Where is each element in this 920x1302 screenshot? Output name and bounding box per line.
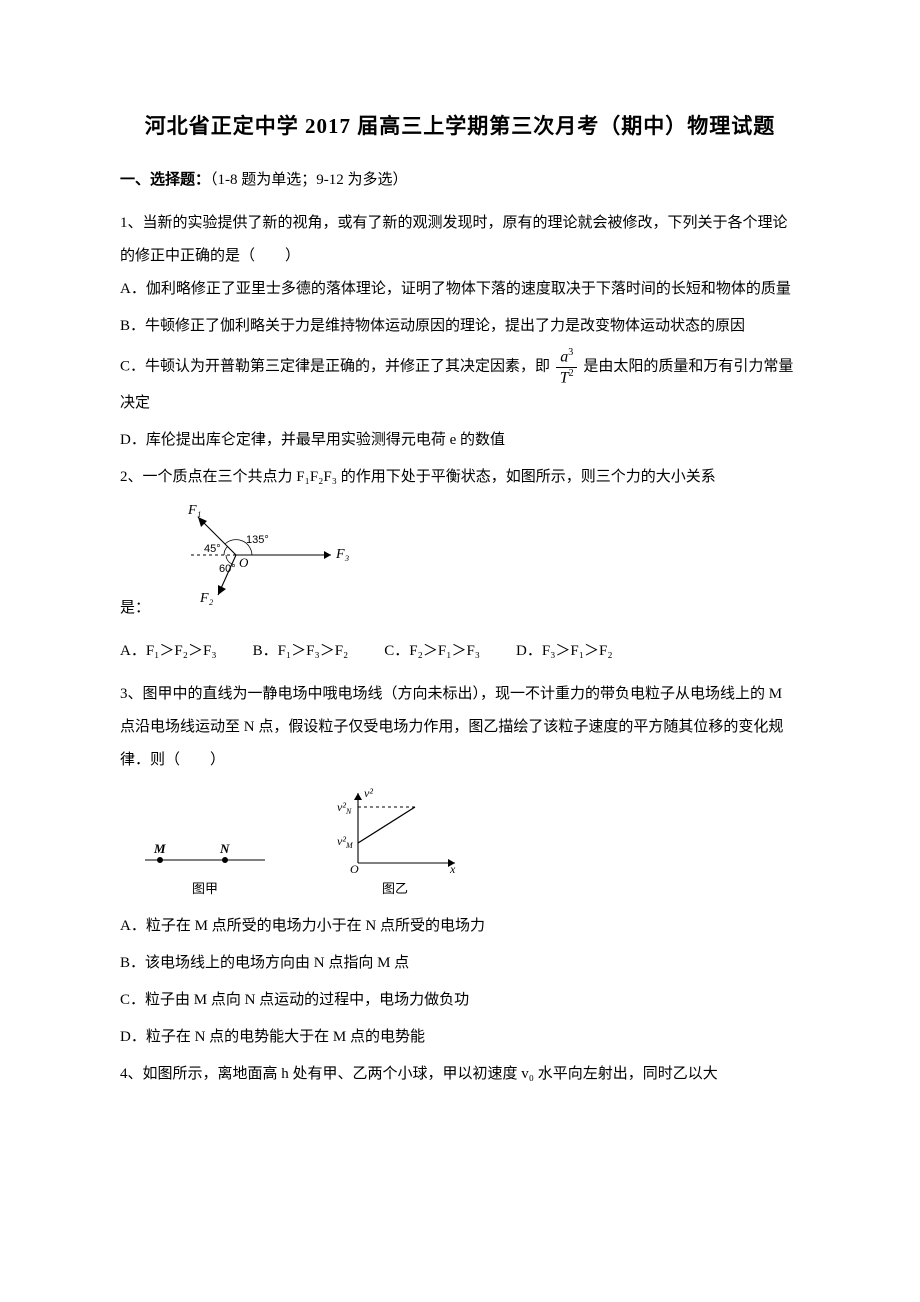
q3-fig-m: M (153, 841, 166, 856)
q2-figure: F₃ F₁ F₂ 45° 60° 135° (176, 500, 366, 623)
question-4: 4、如图所示，离地面高 h 处有甲、乙两个小球，甲以初速度 v₀ 水平向左射出，… (120, 1058, 800, 1091)
q2-stem-suffix: 是： (120, 592, 150, 627)
q3-figure-jia: M N 图甲 (140, 835, 270, 904)
q2-options: A．F₁＞F₂＞F₃ B．F₁＞F₃＞F₂ C．F₂＞F₁＞F₃ D．F₃＞F₁… (120, 635, 800, 668)
q1-stem: 1、当新的实验提供了新的视角，或有了新的观测发现时，原有的理论就会被修改，下列关… (120, 207, 800, 273)
question-3: 3、图甲中的直线为一静电场中哦电场线（方向未标出），现一不计重力的带负电粒子从电… (120, 678, 800, 1054)
q3-stem: 3、图甲中的直线为一静电场中哦电场线（方向未标出），现一不计重力的带负电粒子从电… (120, 678, 800, 777)
q3-option-c: C．粒子由 M 点向 N 点运动的过程中，电场力做负功 (120, 984, 800, 1017)
q2-option-c: C．F₂＞F₁＞F₃ (384, 635, 480, 668)
q1-fraction: a3 T2 (556, 347, 578, 387)
q3-fig-v2: v² (364, 786, 373, 800)
q1-fraction-den: T (560, 369, 569, 386)
q2-fig-o: O (239, 555, 249, 570)
q1-fraction-num-sup: 3 (568, 347, 573, 358)
q3-fig-x: x (449, 862, 456, 875)
q3-fig-label-yi: 图乙 (382, 875, 408, 904)
q1-option-c: C．牛顿认为开普勒第三定律是正确的，并修正了其决定因素，即 a3 T2 是由太阳… (120, 347, 800, 420)
q3-fig-label-jia: 图甲 (192, 875, 218, 904)
question-2: 2、一个质点在三个共点力 F₁F₂F₃ 的作用下处于平衡状态，如图所示，则三个力… (120, 461, 800, 668)
q3-option-a: A．粒子在 M 点所受的电场力小于在 N 点所受的电场力 (120, 910, 800, 943)
q1-optc-pre: C．牛顿认为开普勒第三定律是正确的，并修正了其决定因素，即 (120, 358, 550, 374)
section-1-label-rest: （1-8 题为单选；9-12 为多选） (210, 172, 408, 188)
q3-fig-o: O (350, 862, 359, 875)
q1-fraction-den-sup: 2 (569, 368, 574, 379)
section-1-header: 一、选择题：（1-8 题为单选；9-12 为多选） (120, 168, 800, 189)
q2-option-a: A．F₁＞F₂＞F₃ (120, 635, 217, 668)
q3-option-d: D．粒子在 N 点的电势能大于在 M 点的电势能 (120, 1021, 800, 1054)
q2-fig-a60: 60° (219, 563, 236, 575)
q3-option-b: B．该电场线上的电场方向由 N 点指向 M 点 (120, 947, 800, 980)
q2-option-d: D．F₃＞F₁＞F₂ (516, 635, 613, 668)
q2-stem: 2、一个质点在三个共点力 F₁F₂F₃ 的作用下处于平衡状态，如图所示，则三个力… (120, 461, 800, 494)
q2-fig-a45: 45° (204, 543, 221, 555)
q3-figure-yi: v² v²N v²M O x 图乙 (320, 785, 470, 904)
section-1-label-bold: 一、选择题： (120, 172, 210, 188)
q2-fig-f3: F₃ (335, 547, 350, 562)
q1-option-a: A．伽利略修正了亚里士多德的落体理论，证明了物体下落的速度取决于下落时间的长短和… (120, 273, 800, 306)
q3-fig-n: N (219, 841, 230, 856)
page-title: 河北省正定中学 2017 届高三上学期第三次月考（期中）物理试题 (120, 110, 800, 140)
q2-fig-a135: 135° (246, 534, 269, 546)
question-1: 1、当新的实验提供了新的视角，或有了新的观测发现时，原有的理论就会被修改，下列关… (120, 207, 800, 457)
q3-figure: M N 图甲 (140, 785, 800, 904)
q4-stem: 4、如图所示，离地面高 h 处有甲、乙两个小球，甲以初速度 v₀ 水平向左射出，… (120, 1058, 800, 1091)
q3-fig-vn2: v²N (337, 800, 352, 816)
q2-fig-f2: F₂ (199, 591, 214, 606)
q2-fig-f1: F₁ (187, 503, 201, 518)
q1-option-d: D．库伦提出库仑定律，并最早用实验测得元电荷 e 的数值 (120, 424, 800, 457)
q2-option-b: B．F₁＞F₃＞F₂ (253, 635, 349, 668)
q1-option-b: B．牛顿修正了伽利略关于力是维持物体运动原因的理论，提出了力是改变物体运动状态的… (120, 310, 800, 343)
q3-fig-vm2: v²M (337, 834, 354, 850)
